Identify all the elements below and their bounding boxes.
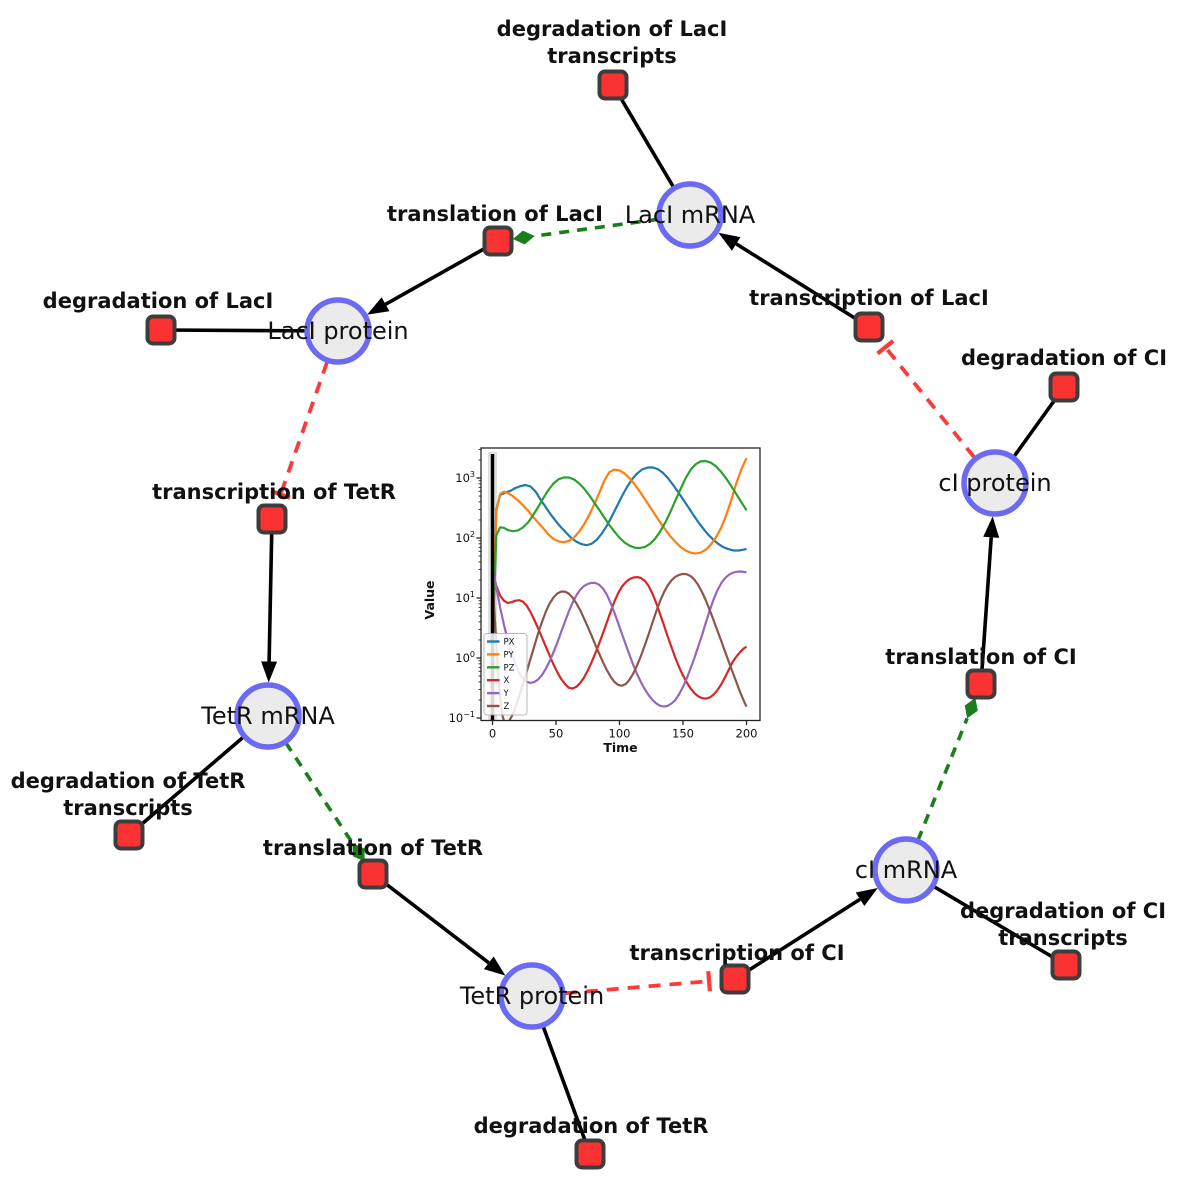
reaction-label-translation-of-tetr: translation of TetR <box>263 836 483 860</box>
reaction-node-degradation-of-laci-transcripts[interactable] <box>597 69 629 101</box>
edge-ci-mrna-translation-of-ci-modifier-arrowhead <box>964 697 978 719</box>
edge-transcription-of-ci-ci-mrna-arrowhead <box>855 888 878 907</box>
inset-timecourse-plot: 0 50 100 150 20010−1100101102103TimeValuePXP… <box>422 447 761 755</box>
edge-transcription-of-tetr-tetr-mrna-arrowhead <box>261 661 278 683</box>
species-node-ci-protein[interactable] <box>961 449 1029 517</box>
edge-transcription-of-laci-laci-mrna <box>735 242 870 329</box>
reaction-label-degradation-of-ci-transcripts: degradation of CI transcripts <box>960 899 1166 950</box>
species-node-ci-mrna[interactable] <box>872 836 940 904</box>
reaction-node-degradation-of-ci[interactable] <box>1048 371 1080 403</box>
edges-layer <box>127 84 1067 1155</box>
species-label-laci-mrna: LacI mRNA <box>625 201 756 229</box>
labels-layer: degradation of LacI transcripts translatio… <box>11 17 1167 1138</box>
chart-line-PZ <box>491 459 748 648</box>
chart-line-Y <box>491 569 747 708</box>
reaction-node-translation-of-laci[interactable] <box>482 225 514 257</box>
species-label-tetr-mrna: TetR mRNA <box>200 702 335 730</box>
edge-laci-mrna-translation-of-laci <box>534 217 659 238</box>
edge-tetr-protein-transcription-of-ci-inhibition-bar <box>706 971 713 992</box>
species-label-laci-protein: LacI protein <box>267 317 408 345</box>
species-nodes-layer <box>234 181 1029 1030</box>
legend-label-PZ: PZ <box>504 663 515 673</box>
x-axis-title: Time <box>603 740 637 755</box>
species-label-ci-protein: cI protein <box>938 469 1051 497</box>
edge-laci-protein-transcription-of-tetr <box>278 361 329 496</box>
species-node-laci-mrna[interactable] <box>656 181 724 249</box>
reaction-label-translation-of-ci: translation of CI <box>885 645 1076 669</box>
reaction-label-degradation-of-laci-transcripts: degradation of LacI transcripts <box>497 17 728 68</box>
species-node-tetr-protein[interactable] <box>498 962 566 1030</box>
species-node-tetr-mrna[interactable] <box>234 682 302 750</box>
plot-frame <box>480 447 761 722</box>
edge-translation-of-laci-laci-protein-arrowhead <box>367 297 390 315</box>
edge-tetr-mrna-translation-of-tetr-modifier-arrowhead <box>352 843 365 862</box>
reaction-label-transcription-of-ci: transcription of CI <box>629 941 844 965</box>
reaction-nodes-layer <box>113 69 1082 1170</box>
chart-line-X <box>491 572 748 700</box>
edge-tetr-protein-transcription-of-ci <box>564 979 710 996</box>
edge-translation-of-ci-ci-protein <box>979 537 994 685</box>
reaction-label-transcription-of-tetr: transcription of TetR <box>152 480 396 504</box>
edge-transcription-of-ci-ci-mrna <box>734 897 862 981</box>
edge-ci-protein-transcription-of-laci-inhibition-bar <box>876 339 895 356</box>
chart-legend: PX PY PZ XYZ <box>483 633 528 716</box>
x-tick-label: 200 <box>736 727 758 741</box>
edge-translation-of-tetr-tetr-protein-arrowhead <box>483 956 506 976</box>
edge-laci-mrna-translation-of-laci-modifier-arrowhead <box>512 230 535 245</box>
edge-transcription-of-laci-laci-mrna-arrowhead <box>718 232 741 251</box>
reaction-label-translation-of-laci: translation of LacI <box>387 202 603 226</box>
y-axis-title: Value <box>422 580 437 619</box>
chart-line-PY <box>491 457 748 640</box>
reaction-label-degradation-of-laci: degradation of LacI <box>43 289 274 313</box>
legend-label-Y: Y <box>503 689 510 699</box>
reaction-node-degradation-of-laci[interactable] <box>145 314 177 346</box>
edge-translation-of-ci-ci-protein-arrowhead <box>983 516 1000 538</box>
legend-label-PX: PX <box>504 638 515 648</box>
legend-label-PY: PY <box>504 650 515 660</box>
chart-line-Z <box>491 572 748 721</box>
x-tick-label: 150 <box>672 727 694 741</box>
y-tick-label: 100 <box>455 650 475 665</box>
edge-transcription-of-tetr-tetr-mrna <box>267 518 274 662</box>
x-tick-label: 100 <box>609 727 631 741</box>
reaction-node-transcription-of-tetr[interactable] <box>256 503 288 535</box>
y-tick-label: 102 <box>455 530 475 545</box>
x-tick-label: 50 <box>549 727 564 741</box>
reaction-node-translation-of-ci[interactable] <box>965 668 997 700</box>
chart-line-PX <box>491 466 747 630</box>
edge-translation-of-laci-laci-protein <box>384 239 499 306</box>
legend-label-Z: Z <box>504 702 510 712</box>
reaction-label-degradation-of-tetr-transcripts: degradation of TetR transcripts <box>11 769 246 820</box>
y-tick-label: 10−1 <box>449 710 475 725</box>
edge-ci-mrna-translation-of-ci <box>916 717 969 841</box>
reaction-node-transcription-of-laci[interactable] <box>853 311 885 343</box>
species-label-ci-mrna: cI mRNA <box>855 856 958 884</box>
reaction-node-degradation-of-ci-transcripts[interactable] <box>1050 949 1082 981</box>
edge-tetr-mrna-translation-of-tetr <box>284 741 355 845</box>
reaction-node-degradation-of-tetr-transcripts[interactable] <box>113 819 145 851</box>
edge-translation-of-tetr-tetr-protein <box>371 872 490 965</box>
reaction-node-translation-of-tetr[interactable] <box>357 858 389 890</box>
reaction-label-degradation-of-tetr: degradation of TetR <box>474 1114 709 1138</box>
x-tick-label: 0 <box>489 727 496 741</box>
species-node-laci-protein[interactable] <box>304 297 372 365</box>
edge-ci-protein-transcription-of-laci <box>883 346 976 459</box>
reaction-label-transcription-of-laci: transcription of LacI <box>749 286 989 310</box>
y-tick-label: 101 <box>455 590 475 605</box>
edge-laci-protein-transcription-of-tetr-inhibition-bar <box>270 489 291 500</box>
reaction-label-degradation-of-ci: degradation of CI <box>961 346 1167 370</box>
species-label-tetr-protein: TetR protein <box>459 982 604 1010</box>
reaction-node-transcription-of-ci[interactable] <box>719 963 751 995</box>
y-tick-label: 103 <box>455 470 475 485</box>
legend-label-X: X <box>504 676 510 686</box>
chart-series-layer <box>491 457 748 721</box>
reaction-node-degradation-of-tetr[interactable] <box>574 1138 606 1170</box>
